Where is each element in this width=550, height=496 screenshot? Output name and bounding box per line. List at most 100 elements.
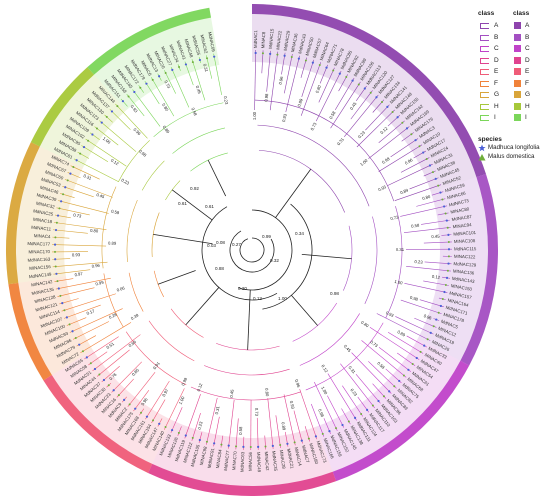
bootstrap-label: 0.23 [197, 420, 204, 430]
tip-branch [424, 261, 452, 265]
bootstrap-label: 0.39 [130, 312, 140, 321]
species-marker [89, 362, 92, 365]
clade-stem [275, 168, 312, 218]
tip-label: MdNAC15 [268, 28, 275, 49]
species-marker [345, 76, 348, 79]
species-marker [213, 442, 216, 445]
species-marker [171, 68, 174, 71]
tip-branch [69, 308, 123, 333]
tip-branch [340, 363, 375, 409]
bootstrap-label: 0.93 [377, 184, 387, 192]
clade-stem [171, 189, 213, 221]
species-marker [286, 442, 289, 445]
species-marker [341, 423, 344, 427]
clade-arc [305, 322, 384, 391]
species-marker [283, 54, 286, 57]
tip-branch [378, 347, 411, 372]
bootstrap-label: 0.98 [381, 156, 391, 165]
bootstrap-label: 0.23 [349, 387, 358, 397]
bootstrap-label: 1.00 [394, 279, 404, 286]
tip-label: MdNAC49 [256, 452, 262, 473]
legend-line-swatch-a [480, 23, 489, 29]
species-marker [117, 394, 120, 397]
tip-branch [404, 282, 448, 293]
tip-label: MINAC164 [447, 298, 470, 308]
triangle-icon [478, 154, 486, 161]
tip-label: MINAC64 [319, 41, 330, 61]
species-marker [56, 214, 60, 217]
species-marker [54, 228, 58, 232]
bootstrap-label: 0.31 [347, 365, 356, 375]
species-marker [347, 420, 350, 423]
clade-arc [343, 225, 353, 291]
tip-branch [99, 120, 137, 152]
species-marker [151, 78, 154, 81]
tip-label: MdNAC77 [223, 450, 230, 471]
tip-branch [53, 222, 107, 230]
species-marker [418, 145, 421, 148]
species-marker [363, 87, 366, 90]
node-support-label: 0.13 [253, 296, 262, 301]
species-marker [441, 198, 444, 201]
species-marker [445, 219, 448, 222]
species-marker [98, 373, 101, 376]
legend-fill-swatch-e [514, 68, 521, 75]
bootstrap-label: 0.96 [132, 127, 142, 137]
tip-label: MINAC136 [453, 268, 475, 275]
species-marker [79, 152, 82, 155]
node-support-label: 0.32 [270, 258, 279, 263]
legend-fill-label-g: G [525, 91, 531, 98]
clade-arc [299, 313, 360, 366]
tip-label: MdNAC5 [440, 319, 459, 330]
bootstrap-label: 0.93 [385, 310, 395, 318]
clade-arc [172, 127, 226, 154]
tip-branch [170, 66, 190, 108]
tip-branch [285, 55, 300, 113]
species-marker [61, 301, 64, 305]
tip-label: MdNAC163 [27, 257, 50, 263]
node-support-label: 0.03 [207, 243, 216, 248]
tip-label: MINAC84 [215, 449, 223, 469]
tip-label: MINAC112 [182, 441, 193, 463]
species-marker [55, 272, 58, 275]
bootstrap-label: 1.00 [178, 395, 186, 405]
species-marker [447, 248, 451, 251]
clade-arc [153, 102, 224, 138]
tip-branch [55, 277, 111, 290]
tip-branch [150, 77, 175, 117]
legend-line-swatch-f [480, 80, 489, 87]
species-marker [271, 444, 274, 447]
tip-label: MdNAC143 [452, 276, 476, 284]
star-icon [478, 144, 486, 152]
species-marker [59, 294, 62, 297]
clade-arc [125, 331, 187, 386]
species-marker [425, 157, 428, 160]
bootstrap-label: 0.45 [195, 85, 203, 95]
bootstrap-label: 0.73 [73, 212, 83, 218]
species-marker [56, 280, 59, 283]
bootstrap-label: 0.28 [108, 312, 118, 320]
tip-branch [378, 144, 423, 172]
tip-label: MINAC80 [450, 206, 470, 215]
species-marker [170, 428, 174, 432]
tip-label: MINAC56 [248, 451, 253, 471]
species-marker [58, 207, 61, 210]
bootstrap-label: 0.73 [369, 339, 379, 348]
species-marker [158, 75, 161, 78]
tip-branch [177, 426, 182, 436]
species-marker [235, 445, 238, 448]
tip-branch [400, 299, 442, 315]
species-marker [338, 72, 341, 75]
tip-label: MINAC32 [35, 201, 55, 210]
species-marker [402, 374, 405, 377]
tip-label: MINAC28 [279, 450, 287, 470]
species-marker [304, 59, 307, 62]
species-marker [184, 434, 187, 437]
species-marker [57, 287, 60, 290]
species-marker [105, 115, 108, 118]
species-marker [328, 430, 331, 433]
tip-branch [314, 381, 338, 432]
species-marker [447, 233, 450, 236]
clade-arc [190, 386, 301, 401]
